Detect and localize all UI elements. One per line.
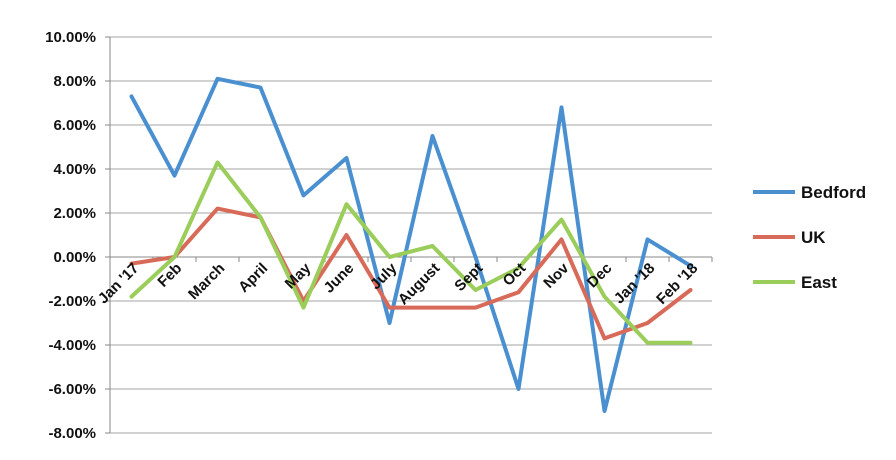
data-point-uk: [603, 336, 606, 340]
data-point-bedford: [646, 237, 649, 241]
series-line-east: [129, 160, 693, 345]
series-line-uk: [129, 206, 693, 341]
data-point-bedford: [216, 77, 219, 81]
data-point-bedford: [560, 105, 563, 109]
data-point-east: [689, 341, 692, 345]
y-tick-label: -6.00%: [48, 381, 96, 398]
x-tick-label: Nov: [540, 259, 573, 292]
data-point-east: [388, 255, 391, 259]
legend-label-east: East: [801, 273, 837, 292]
data-point-east: [517, 266, 520, 270]
y-tick-label: 2.00%: [53, 205, 96, 222]
x-tick-label: March: [185, 260, 228, 303]
data-point-east: [431, 244, 434, 248]
data-point-east: [345, 202, 348, 206]
data-point-east: [302, 306, 305, 310]
series-line-bedford: [129, 76, 693, 413]
series-lines: [129, 76, 693, 413]
data-point-bedford: [517, 387, 520, 391]
data-point-east: [603, 295, 606, 299]
data-point-east: [259, 215, 262, 219]
x-tick-label: Jan '17: [95, 260, 143, 308]
y-tick-label: 4.00%: [53, 161, 96, 178]
y-tick-labels: 10.00% 8.00% 6.00% 4.00% 2.00% 0.00% -2.00% -4.…: [45, 29, 96, 442]
data-point-uk: [689, 288, 692, 292]
data-point-bedford: [259, 86, 262, 90]
data-point-bedford: [388, 321, 391, 325]
data-point-east: [130, 295, 133, 299]
data-point-bedford: [689, 264, 692, 268]
y-tick-label: 6.00%: [53, 117, 96, 134]
x-tick-label: Feb: [154, 260, 185, 291]
data-point-east: [474, 288, 477, 292]
y-tick-label: -4.00%: [48, 337, 96, 354]
y-tick-label: 8.00%: [53, 73, 96, 90]
data-point-uk: [130, 262, 133, 266]
y-tick-label: 0.00%: [53, 249, 96, 266]
data-point-bedford: [603, 409, 606, 413]
data-point-uk: [216, 207, 219, 211]
y-tick-label: -8.00%: [48, 425, 96, 442]
y-tick-label: -2.00%: [48, 293, 96, 310]
data-point-uk: [388, 306, 391, 310]
data-point-uk: [560, 237, 563, 241]
x-tick-label: April: [235, 260, 271, 296]
data-point-bedford: [173, 174, 176, 178]
y-tick-label: 10.00%: [45, 29, 96, 46]
data-point-uk: [474, 306, 477, 310]
legend-label-bedford: Bedford: [801, 183, 866, 202]
axes: [105, 36, 713, 434]
data-point-uk: [431, 306, 434, 310]
data-point-bedford: [130, 94, 133, 98]
data-point-bedford: [431, 134, 434, 138]
data-point-east: [646, 341, 649, 345]
data-point-bedford: [345, 156, 348, 160]
data-point-east: [173, 255, 176, 259]
x-tick-label: Jan '18: [611, 260, 659, 308]
data-point-uk: [517, 290, 520, 294]
data-point-uk: [646, 321, 649, 325]
data-point-east: [216, 160, 219, 164]
legend-label-uk: UK: [801, 228, 826, 247]
data-point-uk: [345, 233, 348, 237]
data-point-east: [560, 218, 563, 222]
data-point-bedford: [474, 255, 477, 259]
legend: Bedford UK East: [753, 183, 866, 292]
data-point-bedford: [302, 193, 305, 197]
